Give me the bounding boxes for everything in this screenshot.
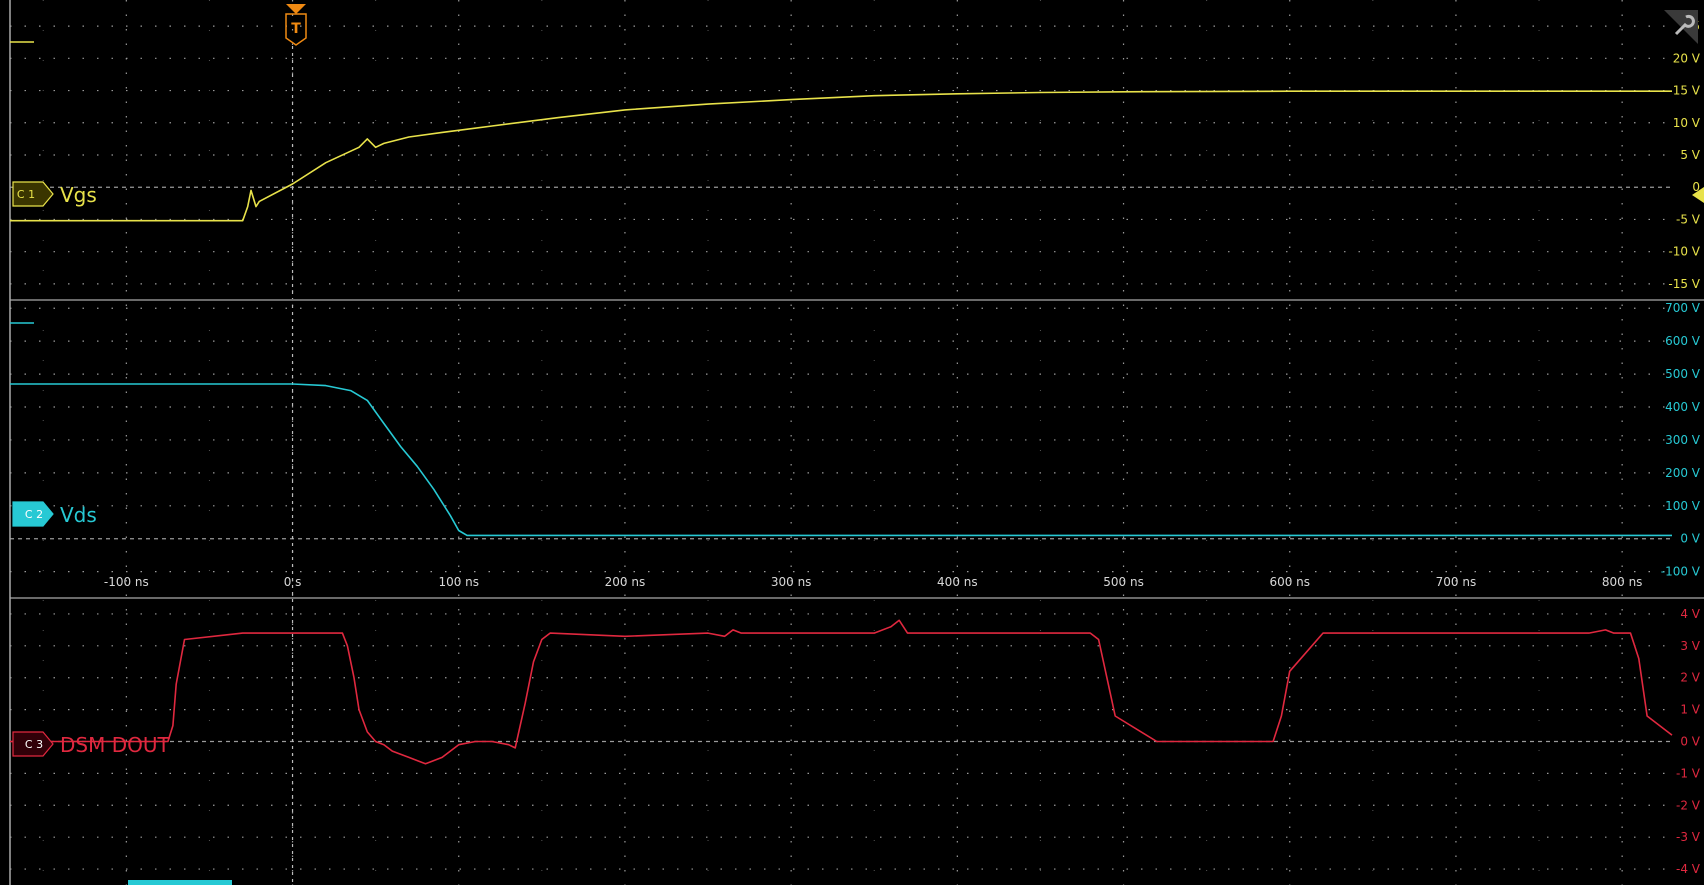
y-tick-label: 4 V [1680, 607, 1700, 621]
panel-dividers [9, 0, 1704, 885]
x-tick-label: 100 ns [438, 575, 479, 589]
x-tick-label: 500 ns [1103, 575, 1144, 589]
y-tick-label: 0 V [1680, 532, 1700, 546]
y-tick-label: 200 V [1665, 466, 1701, 480]
channel-badge-c3-shape [12, 731, 54, 757]
trace-dsm-dout [10, 619, 1673, 765]
x-tick-label: -100 ns [104, 575, 149, 589]
y-tick-label: 0 [1692, 180, 1700, 194]
y-tick-label: -5 V [1676, 212, 1701, 226]
y-tick-label: 15 V [1673, 84, 1701, 98]
trigger-label: T [291, 21, 301, 37]
channel-badge-c2[interactable]: C 2 [12, 501, 54, 527]
trace-vds [10, 383, 1672, 537]
y-tick-label: 700 V [1665, 301, 1701, 315]
y-tick-label: -4 V [1676, 862, 1701, 876]
y-tick-label: -100 V [1661, 565, 1701, 579]
x-tick-label: 800 ns [1602, 575, 1643, 589]
y-tick-label: 500 V [1665, 367, 1701, 381]
wrench-icon[interactable] [1664, 10, 1698, 44]
y-tick-label: -1 V [1676, 766, 1701, 780]
y-tick-label: 2 V [1680, 671, 1700, 685]
x-tick-label: 400 ns [937, 575, 978, 589]
y-tick-label: -3 V [1676, 830, 1701, 844]
scroll-tab[interactable] [128, 880, 232, 885]
waveform-traces [10, 90, 1673, 765]
graticule-grid [10, 0, 1672, 885]
y-tick-label: -2 V [1676, 798, 1701, 812]
y-tick-label: 10 V [1673, 116, 1701, 130]
channel-tag-c1: C 1 [17, 188, 35, 201]
y-tick-label: -10 V [1668, 245, 1700, 259]
y-tick-label: 100 V [1665, 499, 1701, 513]
x-tick-label: 600 ns [1269, 575, 1310, 589]
channel-badge-c2-shape [12, 501, 54, 527]
x-tick-label: 700 ns [1436, 575, 1477, 589]
channel-tag-c2: C 2 [25, 508, 43, 521]
channel-label-vds[interactable]: Vds [60, 503, 97, 527]
x-tick-label: 200 ns [605, 575, 646, 589]
trigger-marker[interactable]: T [285, 4, 307, 46]
y-tick-label: 3 V [1680, 639, 1700, 653]
x-tick-label: 300 ns [771, 575, 812, 589]
y-tick-label: 0 V [1680, 735, 1700, 749]
y-tick-label: 300 V [1665, 433, 1701, 447]
x-tick-label: 0 s [284, 575, 302, 589]
channel-label-vgs[interactable]: Vgs [60, 183, 97, 207]
channel-tag-c3: C 3 [25, 738, 43, 751]
y-tick-label: -15 V [1668, 277, 1700, 291]
trace-vgs [10, 90, 1672, 222]
y-tick-label: 20 V [1673, 51, 1701, 65]
y-tick-label: 400 V [1665, 400, 1701, 414]
channel-label-dsm-dout[interactable]: DSM DOUT [60, 733, 170, 757]
trigger-flag-icon [285, 13, 307, 46]
channel-badge-c3[interactable]: C 3 [12, 731, 54, 757]
channel-badge-c1-shape [12, 181, 54, 207]
trigger-arrow-icon [286, 4, 306, 14]
channel-badge-c1[interactable]: C 1 [12, 181, 54, 207]
y-tick-label: 1 V [1680, 703, 1700, 717]
y-tick-label: 5 V [1680, 148, 1700, 162]
y-tick-label: 600 V [1665, 334, 1701, 348]
ch1-offset-marker-icon[interactable] [1692, 187, 1704, 203]
